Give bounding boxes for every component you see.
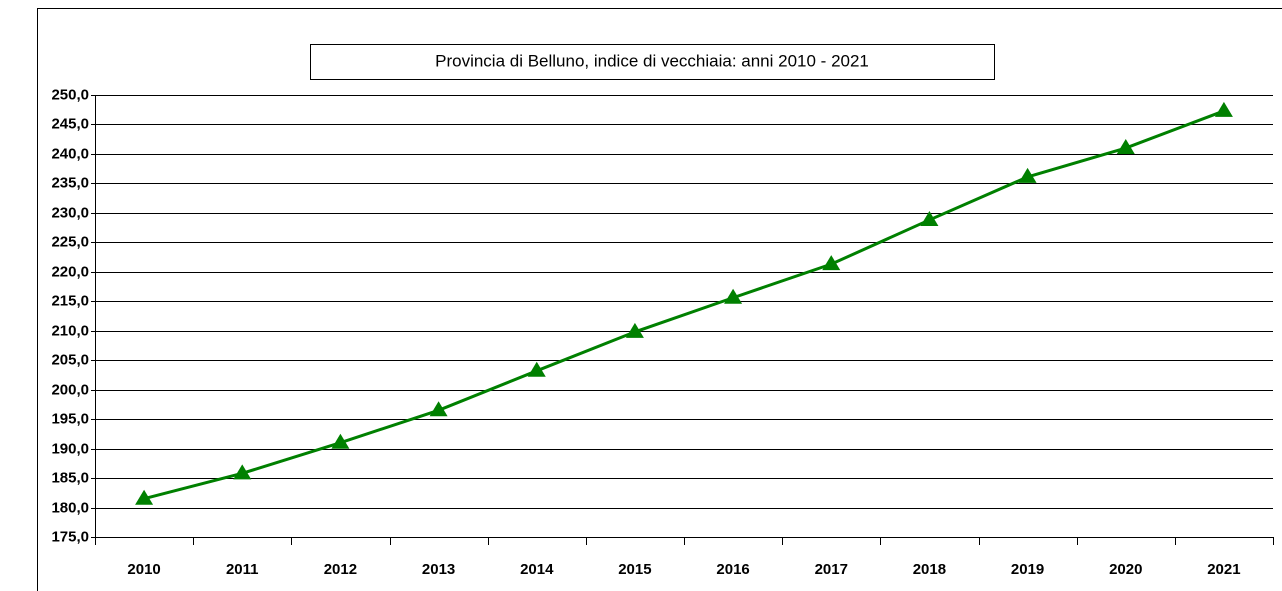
x-tick-label: 2016 (716, 561, 749, 578)
data-point (331, 433, 350, 449)
x-tick-label: 2011 (226, 561, 259, 578)
y-tick-label: 210,0 (51, 322, 89, 339)
x-tick-label: 2017 (815, 561, 848, 578)
y-tick-label: 230,0 (51, 204, 89, 221)
y-tick-label: 195,0 (51, 410, 89, 427)
title-box (310, 44, 995, 80)
data-point (822, 255, 841, 271)
y-tick-label: 185,0 (51, 469, 89, 486)
x-tick-label: 2010 (127, 561, 160, 578)
y-tick-label: 240,0 (51, 145, 89, 162)
data-point (233, 464, 252, 480)
x-tick-label: 2019 (1011, 561, 1044, 578)
y-tick-label: 215,0 (51, 292, 89, 309)
data-point (724, 288, 743, 304)
data-point (1018, 167, 1037, 183)
y-tick-label: 175,0 (51, 528, 89, 545)
x-tick-label: 2015 (618, 561, 651, 578)
x-tick-label: 2012 (324, 561, 357, 578)
chart-title: Provincia di Belluno, indice di vecchiai… (435, 51, 869, 70)
y-tick-label: 225,0 (51, 233, 89, 250)
y-tick-label: 250,0 (51, 86, 89, 103)
data-point (527, 361, 546, 377)
data-line (143, 109, 1225, 501)
x-tick-label: 2014 (520, 561, 554, 578)
y-tick-label: 235,0 (51, 174, 89, 191)
data-point (920, 210, 939, 226)
y-tick-label: 200,0 (51, 381, 89, 398)
data-point (135, 489, 154, 505)
data-point (429, 401, 448, 417)
chart-frame (37, 8, 1282, 591)
y-tick-label: 205,0 (51, 351, 89, 368)
y-tick-label: 220,0 (51, 263, 89, 280)
x-tick-label: 2020 (1109, 561, 1142, 578)
y-tick-label: 245,0 (51, 115, 89, 132)
y-tick-label: 180,0 (51, 499, 89, 516)
x-tick-label: 2021 (1207, 561, 1240, 578)
data-point (625, 322, 644, 338)
data-point (1116, 139, 1135, 155)
x-tick-label: 2013 (422, 561, 455, 578)
x-tick-label: 2018 (913, 561, 946, 578)
y-tick-label: 190,0 (51, 440, 89, 457)
data-point (1214, 101, 1233, 117)
